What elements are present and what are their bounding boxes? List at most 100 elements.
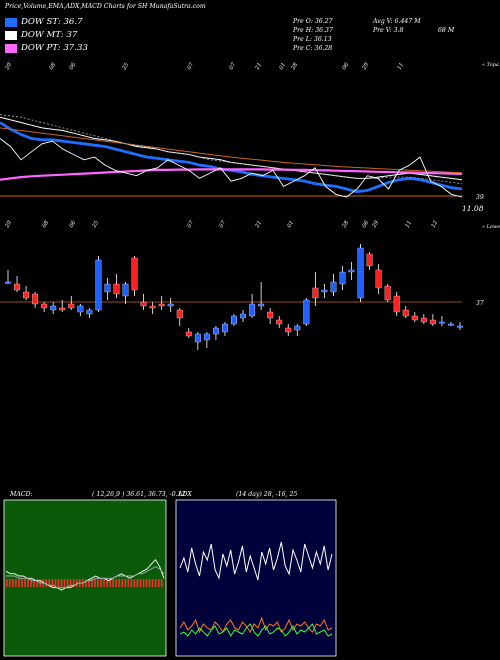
adx-series-line — [179, 623, 333, 638]
legend-dow-pt: DOW PT: 37.33 — [5, 43, 88, 53]
candle-body — [366, 253, 373, 267]
ema-x-tick-label: 08 — [49, 62, 58, 71]
price-x-tick-label: 07 — [219, 220, 228, 229]
candle-body — [77, 305, 84, 313]
price-x-tick-label: 01 — [287, 220, 296, 229]
ema-series-line — [0, 138, 463, 198]
legend-swatch-pt — [5, 43, 17, 53]
candle-body — [41, 303, 48, 309]
candle-body — [348, 269, 355, 273]
macd-panel: MACD: ( 12,26,9 ) 36.61, 36.73, -0.12 — [3, 491, 186, 657]
candle-body — [212, 327, 219, 335]
legend-label-st: DOW ST: 36.7 — [21, 17, 83, 27]
adx-panel: ADX (14 day) 28, -16, 25 — [175, 491, 337, 657]
ema-x-tick-label: 21 — [254, 62, 263, 72]
candle-body — [231, 315, 237, 325]
candle-body — [321, 289, 328, 293]
macd-histogram-bar — [142, 579, 145, 587]
candle-body — [149, 305, 156, 309]
macd-histogram-bar — [100, 579, 102, 587]
legend-label-mt: DOW MT: 37 — [21, 30, 78, 40]
legend-dow-mt: DOW MT: 37 — [5, 30, 77, 40]
candle-body — [68, 303, 75, 309]
macd-histogram-bar — [133, 579, 136, 587]
avg-volume: Avg V: 6.447 M — [373, 18, 421, 25]
candle-body — [14, 283, 20, 291]
macd-histogram-bar — [112, 579, 114, 587]
price-x-tick-label: 21 — [254, 220, 263, 230]
candle-body — [339, 271, 346, 285]
macd-histogram-bar — [12, 579, 14, 587]
candle-body — [203, 333, 210, 341]
candle-body — [185, 331, 192, 337]
ema-x-tick-label: 29 — [361, 62, 370, 72]
prev-open: Pre O: 36.27 — [293, 18, 333, 25]
volume-unit: 68 M — [438, 27, 455, 34]
adx-background — [175, 499, 337, 657]
macd-histogram-bar — [33, 579, 35, 587]
candle-body — [32, 293, 39, 305]
candle-body — [438, 321, 445, 324]
ema-x-tick-label: 29 — [4, 62, 13, 72]
price-x-tick-label: 06 — [362, 220, 371, 229]
candle-body — [448, 323, 454, 326]
macd-histogram-bar — [157, 579, 160, 587]
macd-histogram-bar — [85, 579, 87, 587]
macd-histogram-bar — [60, 579, 63, 587]
candle-body — [393, 295, 400, 313]
macd-histogram-bar — [118, 579, 121, 587]
prev-low: Pre L: 36.13 — [293, 36, 332, 43]
candle-body — [158, 303, 165, 307]
macd-histogram-bar — [115, 579, 117, 587]
macd-histogram-bar — [148, 579, 151, 587]
candle-body — [59, 307, 66, 311]
macd-histogram-bar — [124, 579, 127, 587]
candle-body — [285, 327, 292, 333]
macd-histogram-bar — [160, 579, 163, 587]
macd-histogram-bar — [57, 579, 60, 587]
candle-body — [167, 303, 174, 307]
candle-body — [457, 325, 463, 328]
candle-body — [194, 333, 201, 343]
candle-body — [402, 309, 409, 317]
macd-histogram-bar — [109, 579, 111, 587]
macd-histogram-bar — [27, 579, 29, 587]
candle-body — [276, 319, 283, 325]
price-x-tick-label: 28 — [341, 220, 350, 230]
ema-x-tick-label: 07 — [187, 62, 196, 71]
price-x-tick-label: 25 — [91, 220, 100, 230]
macd-params: ( 12,26,9 ) 36.61, 36.73, -0.12 — [92, 491, 186, 498]
macd-histogram-bar — [9, 579, 11, 587]
ema-x-tick-label: 01 — [279, 62, 288, 71]
prev-close: Pre C: 36.28 — [293, 45, 333, 52]
legend-label-pt: DOW PT: 37.33 — [21, 43, 88, 53]
candle-body — [267, 311, 274, 319]
macd-histogram-bar — [121, 579, 124, 587]
candle-body — [294, 325, 301, 331]
candle-body — [140, 301, 147, 307]
macd-histogram-bar — [97, 579, 99, 587]
candle-body — [420, 317, 427, 323]
price-x-tick-label: 29 — [4, 220, 13, 230]
macd-histogram-bar — [91, 579, 93, 587]
adx-params: (14 day) 28, -16, 25 — [236, 491, 297, 498]
macd-histogram-bar — [36, 579, 38, 587]
candle-body — [384, 285, 391, 301]
macd-histogram-bar — [6, 579, 8, 587]
macd-title: MACD: — [9, 491, 33, 498]
prev-volume: Pre V: 3.8 — [373, 27, 404, 34]
legend-swatch-st — [5, 17, 17, 27]
macd-series-line — [6, 566, 165, 589]
price-level-label: 37 — [476, 300, 484, 307]
macd-histogram-bar — [51, 579, 54, 587]
candle-body — [312, 287, 319, 299]
price-right-label: « Lowes — [482, 224, 500, 230]
adx-title: ADX — [177, 491, 192, 498]
candle-body — [131, 257, 138, 291]
candle-body — [303, 299, 310, 325]
price-x-tick-label: 07 — [187, 220, 196, 229]
price-x-tick-label: 12 — [431, 220, 440, 229]
candle-body — [104, 283, 111, 293]
candle-body — [357, 247, 364, 299]
macd-histogram-bar — [45, 579, 48, 587]
